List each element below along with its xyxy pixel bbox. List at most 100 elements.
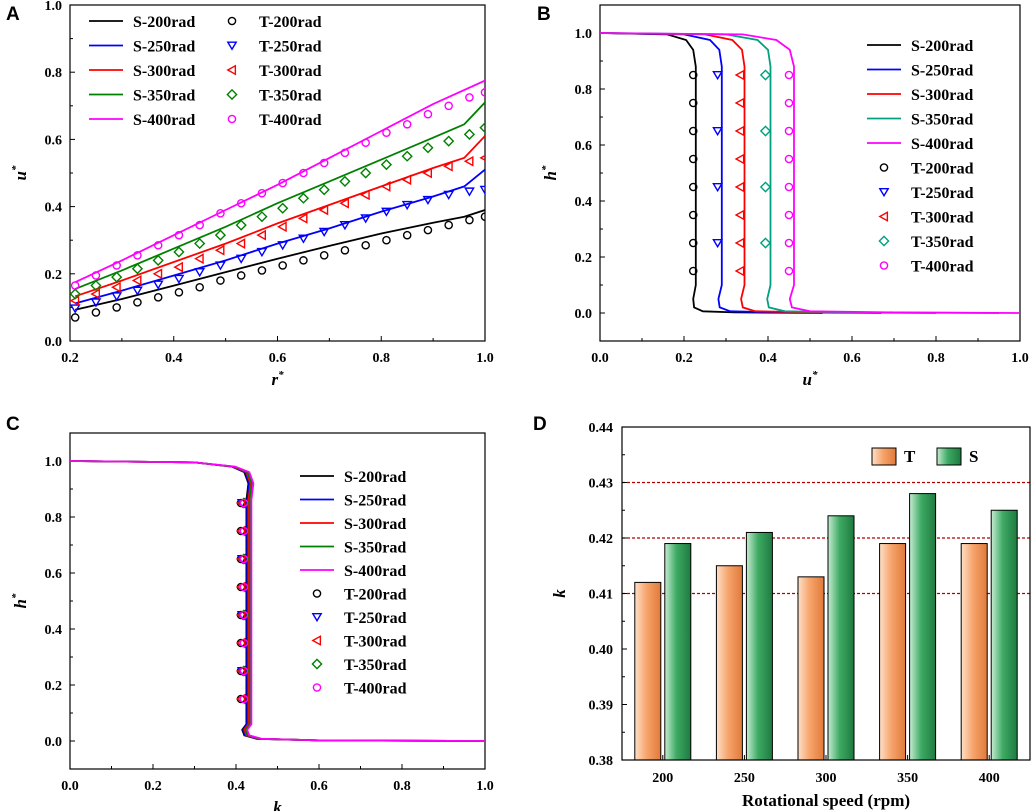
- data-point-T-300rad: [256, 229, 266, 241]
- legend-label-T-200rad: T-200rad: [344, 587, 407, 604]
- data-point-T-400rad: [382, 128, 391, 137]
- data-point-T-350rad: [235, 219, 247, 231]
- data-point-T-250rad: [443, 190, 455, 201]
- y-tick-label: 0.8: [45, 66, 63, 81]
- legend-marker-T-250rad: [878, 187, 890, 198]
- x-axis-label-text: k: [273, 798, 282, 811]
- legend-label-T-350rad: T-350rad: [911, 234, 974, 251]
- plot-area: [70, 79, 485, 322]
- bar-S-250: [745, 531, 773, 761]
- chart-panel-b: 0.0 0.2 0.4 0.6 0.8 1.0 0.0 0.2 0.4 0.6 0.8 1.0 u* h*…: [540, 4, 1029, 389]
- legend-label-S-350rad: S-350rad: [344, 540, 406, 557]
- y-tick-label: 0.2: [45, 679, 63, 694]
- data-point-T-400rad: [133, 251, 142, 260]
- plot-area: [600, 32, 1020, 314]
- legend-marker-T-350rad: [311, 658, 323, 670]
- data-point-T-250rad: [111, 292, 123, 302]
- legend-label-T-300rad: T-300rad: [344, 634, 407, 651]
- y-tick-label: 0.8: [45, 511, 63, 526]
- data-point-T-350rad: [463, 128, 476, 140]
- data-point-T-200rad: [257, 266, 267, 275]
- data-point-T-400rad: [91, 271, 101, 280]
- series-line-S-200rad: [74, 209, 485, 311]
- legend-label-S-400rad: S-400rad: [133, 112, 195, 129]
- legend-label-S-200rad: S-200rad: [911, 38, 973, 55]
- data-point-T-300rad: [422, 167, 432, 179]
- data-point-T-400rad: [784, 266, 794, 276]
- series-line-S-300rad: [70, 460, 485, 742]
- legend-label-T-200rad: T-200rad: [911, 161, 974, 178]
- legend-label-S-300rad: S-300rad: [344, 516, 406, 533]
- legend-label-T-250rad: T-250rad: [911, 185, 974, 202]
- y-tick-label: 0.4: [45, 201, 63, 216]
- legend-label-S-350rad: S-350rad: [133, 88, 195, 105]
- x-tick-label: 0.4: [227, 779, 245, 794]
- legend-label-T-250rad: T-250rad: [344, 610, 407, 627]
- data-point-T-250rad: [712, 126, 724, 137]
- legend-label-T-300rad: T-300rad: [911, 210, 974, 227]
- data-point-T-250rad: [712, 238, 724, 249]
- x-tick-label: 0.6: [310, 779, 328, 794]
- data-point-T-200rad: [688, 98, 698, 108]
- x-tick-label: 0.2: [675, 351, 693, 366]
- series-line-S-250rad: [74, 168, 485, 305]
- bar-T-200: [634, 581, 662, 761]
- y-tick-label: 0.44: [589, 421, 614, 436]
- data-point-T-400rad: [444, 101, 453, 111]
- data-point-T-400rad: [402, 119, 412, 129]
- data-point-T-300rad: [214, 244, 225, 256]
- series-line-S-250rad: [70, 460, 485, 742]
- data-point-T-300rad: [173, 261, 183, 273]
- data-point-T-300rad: [318, 204, 329, 216]
- legend-label-S: S: [969, 447, 978, 466]
- legend: S-200rad S-250rad S-300rad S-350rad S-400rad…: [300, 469, 407, 698]
- data-point-T-200rad: [688, 154, 698, 164]
- y-tick-label: 0.42: [589, 532, 614, 547]
- y-tick-label: 0.38: [589, 754, 614, 769]
- data-point-T-250rad: [235, 254, 247, 264]
- data-point-T-400rad: [784, 210, 794, 220]
- x-tick-label: 200: [652, 771, 673, 786]
- y-tick-label: 0.0: [45, 335, 63, 350]
- data-point-T-300rad: [443, 160, 453, 172]
- data-point-T-200rad: [444, 220, 453, 230]
- data-point-T-250rad: [401, 200, 413, 211]
- x-tick-label: 0.6: [269, 351, 287, 366]
- data-point-T-200rad: [361, 240, 370, 250]
- x-tick-label: 1.0: [1011, 351, 1029, 366]
- data-point-T-400rad: [257, 188, 267, 198]
- legend-label-S-300rad: S-300rad: [133, 63, 195, 80]
- data-point-T-200rad: [480, 212, 485, 221]
- data-point-T-300rad: [194, 253, 204, 265]
- y-tick-label: 0.39: [589, 699, 614, 714]
- data-point-T-300rad: [401, 174, 412, 186]
- data-point-T-200rad: [402, 230, 412, 240]
- data-point-T-400rad: [239, 638, 249, 648]
- y-axis-label-text: h*: [10, 593, 30, 608]
- data-point-T-300rad: [235, 238, 246, 249]
- x-axis-label: Rotational speed (rpm): [742, 791, 910, 810]
- data-point-T-400rad: [239, 554, 249, 564]
- y-axis-label-text: k: [550, 589, 569, 598]
- data-point-T-400rad: [239, 498, 249, 508]
- y-axis-label: k: [550, 589, 569, 598]
- data-point-T-200rad: [688, 70, 698, 80]
- data-point-T-300rad: [734, 69, 745, 81]
- legend-swatch-T: [871, 447, 897, 466]
- x-tick-label: 400: [979, 771, 1000, 786]
- legend-swatch-S: [936, 447, 962, 466]
- data-point-T-200rad: [688, 126, 698, 136]
- data-point-T-400rad: [465, 93, 474, 102]
- x-tick-label: 0.0: [591, 351, 609, 366]
- legend-marker-T-200rad: [879, 163, 889, 172]
- series-line-S-350rad: [600, 32, 1000, 314]
- data-point-T-200rad: [174, 287, 184, 297]
- data-point-T-250rad: [712, 182, 724, 193]
- y-tick-label: 1.0: [575, 27, 593, 42]
- data-point-T-400rad: [239, 526, 249, 536]
- data-point-T-400rad: [784, 182, 794, 192]
- data-point-T-350rad: [318, 184, 330, 196]
- data-point-T-200rad: [688, 210, 698, 220]
- data-point-T-300rad: [131, 275, 142, 286]
- data-point-T-400rad: [784, 154, 794, 164]
